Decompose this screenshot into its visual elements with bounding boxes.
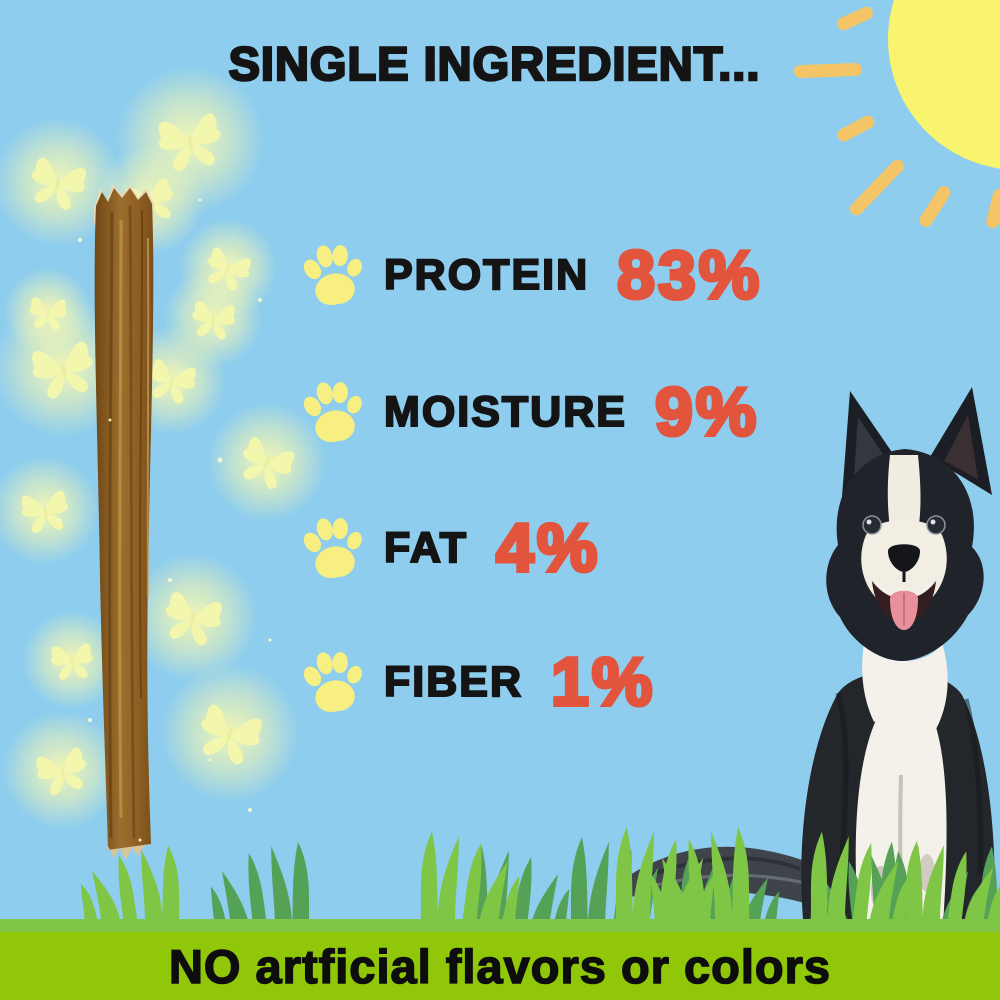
butterfly-icon xyxy=(207,402,327,522)
sun-ray xyxy=(917,183,953,230)
nutrition-row-fiber: FIBER 1% xyxy=(298,640,655,724)
nutrition-row-moisture: MOISTURE 9% xyxy=(298,370,759,454)
sun-circle xyxy=(888,0,1000,170)
nutrient-label: FIBER xyxy=(383,657,523,707)
butterfly-icon xyxy=(2,710,122,830)
paw-icon xyxy=(293,235,372,314)
nutrient-label: MOISTURE xyxy=(383,387,627,437)
nutrition-row-fat: FAT 4% xyxy=(298,506,600,590)
sun-ray xyxy=(847,157,907,218)
paw-icon xyxy=(293,372,372,451)
nutrient-value: 1% xyxy=(549,642,656,722)
nutrient-label: FAT xyxy=(383,523,469,573)
butterfly-icon xyxy=(0,455,100,565)
nutrient-label: PROTEIN xyxy=(383,250,590,300)
page-title: SINGLE INGREDIENT... xyxy=(227,36,761,92)
bully-stick-image xyxy=(94,184,154,860)
paw-icon xyxy=(293,642,372,721)
sun-ray xyxy=(835,113,877,144)
paw-icon xyxy=(293,508,372,587)
sun-ray xyxy=(984,187,1000,230)
nutrient-value: 4% xyxy=(494,508,601,588)
butterfly-icon xyxy=(160,663,300,803)
nutrient-value: 83% xyxy=(615,235,763,315)
sun-ray xyxy=(793,62,863,79)
sun-ray xyxy=(835,4,875,33)
bottom-banner: NO artficial flavors or colors xyxy=(0,932,1000,1000)
banner-text: NO artficial flavors or colors xyxy=(168,939,832,994)
butterfly-icon xyxy=(128,552,258,682)
grass-image xyxy=(0,825,1000,937)
nutrition-row-protein: PROTEIN 83% xyxy=(298,233,762,317)
nutrient-value: 9% xyxy=(653,372,760,452)
